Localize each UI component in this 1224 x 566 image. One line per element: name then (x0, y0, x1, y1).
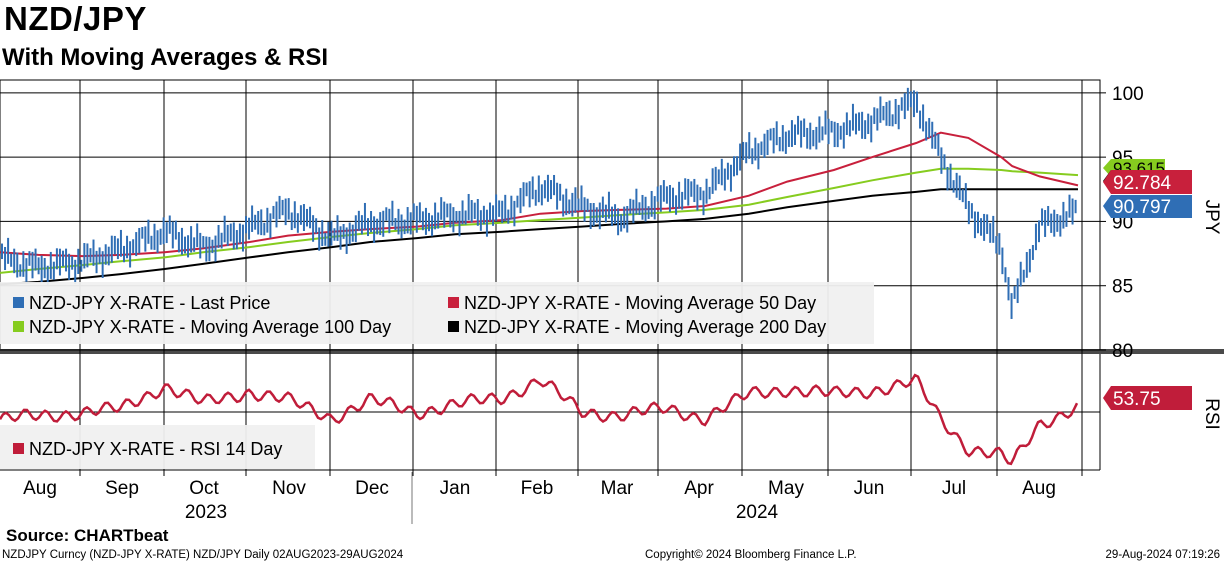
price-legend: NZD-JPY X-RATE - Last Price NZD-JPY X-RA… (0, 282, 874, 344)
month-label: Feb (521, 478, 554, 499)
price-bars (1, 87, 1077, 319)
rsi-legend: NZD-JPY X-RATE - RSI 14 Day (0, 425, 315, 469)
legend-label-ma200: NZD-JPY X-RATE - Moving Average 200 Day (464, 317, 826, 337)
tag-rsi-value: 53.75 (1113, 389, 1161, 410)
month-label: Nov (272, 478, 306, 499)
month-label: Oct (189, 478, 219, 499)
panel-divider (0, 349, 1224, 354)
rsi-line (0, 373, 1079, 466)
month-label: Mar (601, 478, 634, 499)
price-tick-label: 100 (1112, 84, 1144, 105)
footer-copyright: Copyright© 2024 Bloomberg Finance L.P. (645, 549, 857, 561)
rsi-axis-label: RSI (1201, 398, 1222, 430)
legend-label-ma50: NZD-JPY X-RATE - Moving Average 50 Day (464, 293, 816, 313)
chart-subtitle: With Moving Averages & RSI (2, 44, 329, 71)
month-label: Aug (23, 478, 57, 499)
legend-swatch-rsi (13, 443, 24, 454)
month-label: Apr (684, 478, 714, 499)
footer-security-info: NZDJPY Curncy (NZD-JPY X-RATE) NZD/JPY D… (2, 549, 404, 561)
month-label: Jan (440, 478, 471, 499)
month-label: Dec (355, 478, 389, 499)
last-value-tag-ma50: 92.784 (1103, 170, 1192, 194)
price-tick-label: 80 (1112, 341, 1133, 362)
legend-swatch-ma100 (13, 321, 24, 332)
tag-price-value: 90.797 (1113, 197, 1171, 218)
last-value-tag-rsi: 53.75 (1103, 386, 1192, 410)
tag-ma50-value: 92.784 (1113, 173, 1172, 194)
legend-label-rsi: NZD-JPY X-RATE - RSI 14 Day (29, 439, 282, 459)
price-axis-unit-label: JPY (1201, 200, 1222, 235)
rsi-legend-background (0, 425, 315, 469)
month-label: Jul (942, 478, 966, 499)
chart-title: NZD/JPY (4, 0, 147, 37)
legend-background (0, 282, 874, 344)
year-label: 2024 (736, 502, 779, 523)
legend-label-ma100: NZD-JPY X-RATE - Moving Average 100 Day (29, 317, 391, 337)
month-label: May (768, 478, 804, 499)
legend-swatch-price (13, 297, 24, 308)
month-label: Sep (105, 478, 139, 499)
moving-average-lines (0, 131, 1079, 286)
x-axis-labels: Aug Sep Oct Nov Dec Jan Feb Mar Apr May Jun Jul Aug 2… (23, 470, 1083, 523)
year-label: 2023 (185, 502, 227, 523)
last-value-tag-price: 90.797 (1103, 195, 1192, 218)
tag-price-shape (1103, 195, 1192, 218)
ma200-line (0, 188, 1078, 286)
month-label: Jun (854, 478, 885, 499)
legend-label-price: NZD-JPY X-RATE - Last Price (29, 293, 270, 313)
footer-timestamp: 29-Aug-2024 07:19:26 (1105, 549, 1220, 561)
month-label: Aug (1022, 478, 1056, 499)
source-note: Source: CHARTbeat (6, 526, 169, 545)
tag-ma50-shape (1103, 170, 1192, 194)
rsi-lines (0, 373, 1079, 466)
tag-rsi-shape (1103, 386, 1192, 410)
price-tick-label: 85 (1112, 277, 1133, 298)
legend-swatch-ma50 (448, 297, 459, 308)
legend-swatch-ma200 (448, 321, 459, 332)
